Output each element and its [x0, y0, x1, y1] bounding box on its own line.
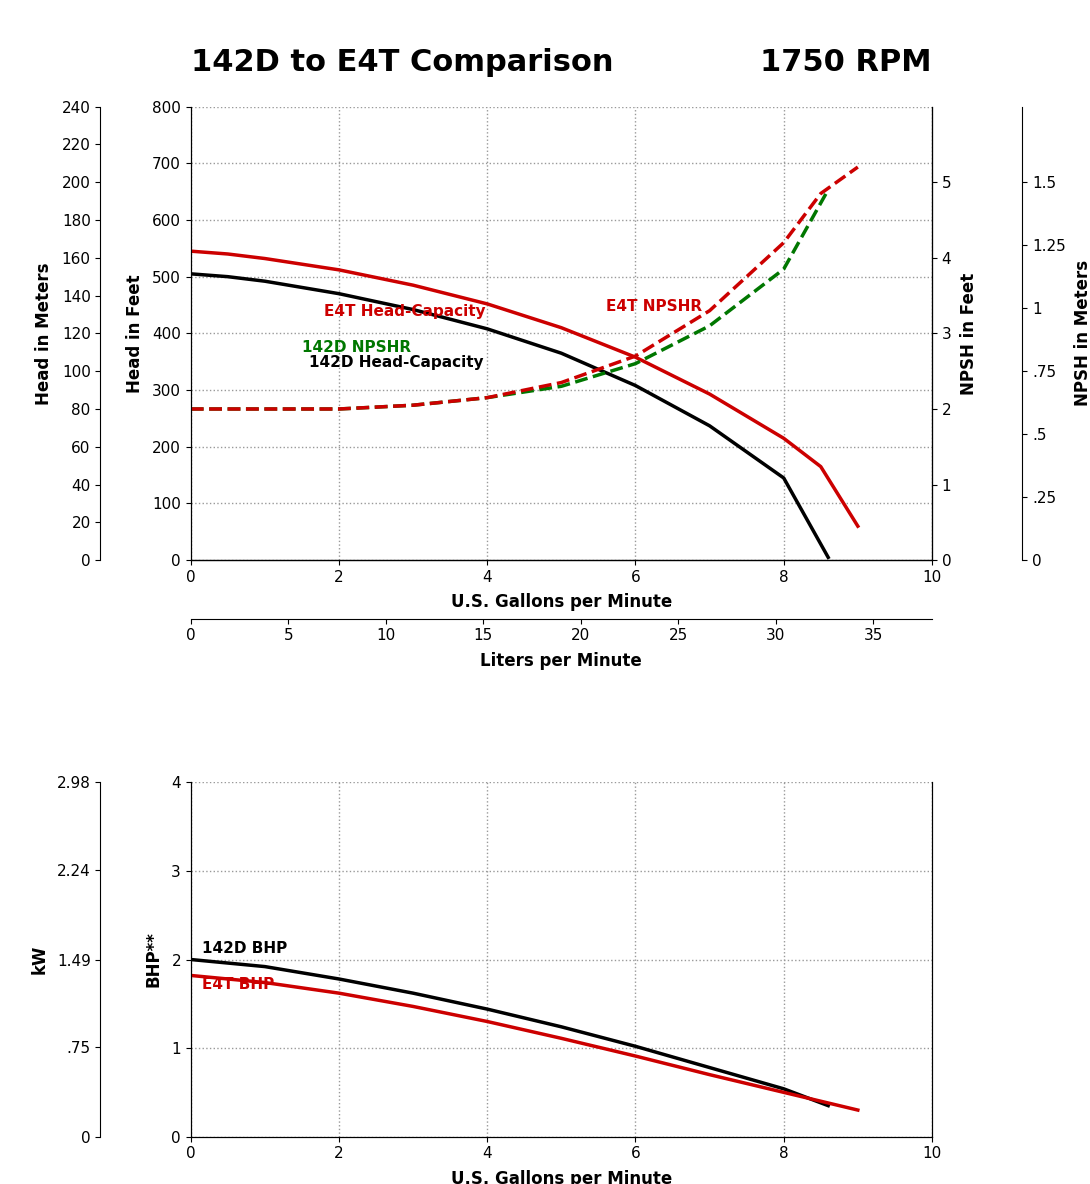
X-axis label: U.S. Gallons per Minute: U.S. Gallons per Minute — [451, 1170, 671, 1184]
Text: E4T NPSHR: E4T NPSHR — [606, 298, 702, 314]
Y-axis label: NPSH in Feet: NPSH in Feet — [960, 272, 978, 394]
Text: 142D NPSHR: 142D NPSHR — [302, 340, 411, 355]
Y-axis label: Head in Meters: Head in Meters — [35, 262, 53, 405]
X-axis label: Liters per Minute: Liters per Minute — [481, 651, 642, 670]
Y-axis label: kW: kW — [31, 945, 49, 974]
X-axis label: U.S. Gallons per Minute: U.S. Gallons per Minute — [451, 593, 671, 611]
Y-axis label: Head in Feet: Head in Feet — [125, 274, 144, 393]
Text: E4T BHP: E4T BHP — [202, 977, 274, 992]
Text: E4T Head-Capacity: E4T Head-Capacity — [324, 304, 486, 320]
Text: 142D BHP: 142D BHP — [202, 941, 287, 957]
Text: 142D Head-Capacity: 142D Head-Capacity — [310, 355, 484, 371]
Y-axis label: BHP**: BHP** — [145, 932, 162, 987]
Text: 142D to E4T Comparison: 142D to E4T Comparison — [191, 49, 614, 77]
Text: 1750 RPM: 1750 RPM — [761, 49, 932, 77]
Y-axis label: NPSH in Meters: NPSH in Meters — [1074, 260, 1090, 406]
